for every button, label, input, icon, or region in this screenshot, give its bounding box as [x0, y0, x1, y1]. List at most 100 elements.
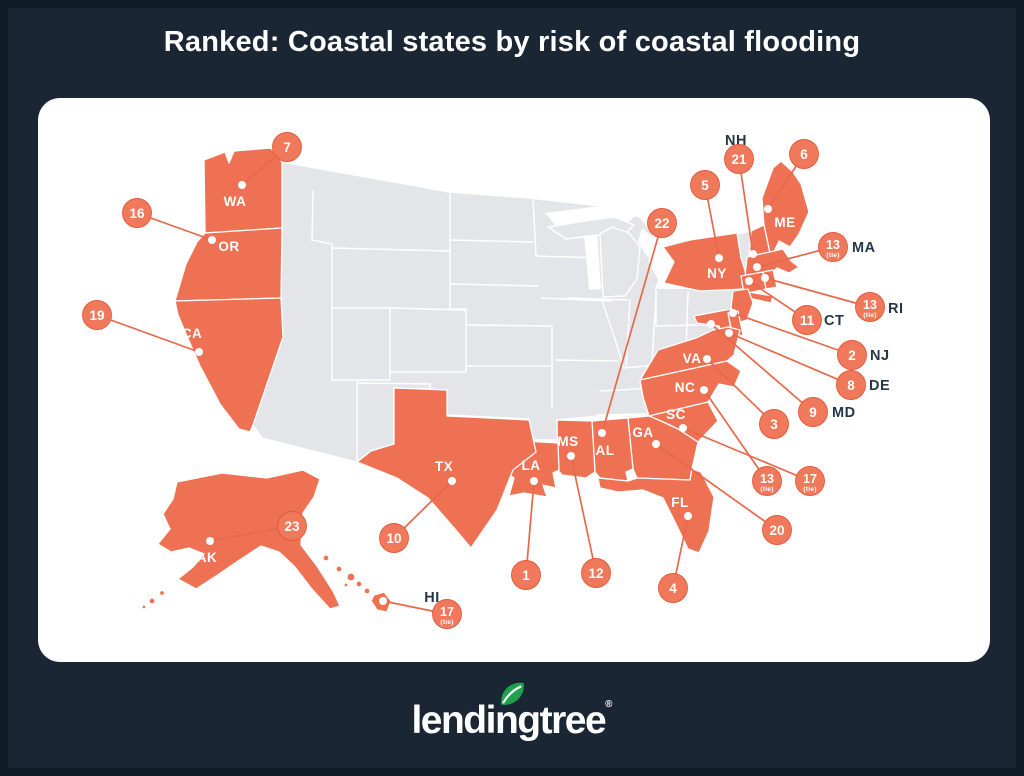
registered-mark: ® — [605, 699, 613, 710]
state-dot-ga — [652, 440, 660, 448]
leader-line-de — [728, 332, 852, 386]
svg-text:4: 4 — [669, 581, 677, 596]
state-dot-tx — [448, 477, 456, 485]
state-label-md: MD — [832, 405, 856, 421]
state-label-ri: RI — [888, 301, 904, 317]
rank-badge-nh: 21 — [724, 144, 754, 174]
lendingtree-logo: lendingtree® — [411, 682, 613, 742]
rank-badge-ak: 23 — [277, 511, 307, 541]
svg-text:5: 5 — [701, 178, 709, 193]
state-label-la: LA — [522, 458, 541, 473]
state-shape-tx — [356, 387, 537, 549]
state-dot-nj — [729, 309, 737, 317]
rank-badge-sc: 17(tie) — [795, 466, 825, 496]
state-shape-fl — [597, 468, 715, 554]
svg-text:9: 9 — [809, 405, 817, 420]
rank-badge-ri: 13(tie) — [855, 292, 885, 322]
svg-text:17: 17 — [803, 472, 817, 486]
state-dot-md — [707, 320, 715, 328]
state-shape-ms — [556, 419, 596, 479]
state-dot-hi — [379, 597, 387, 605]
svg-text:13: 13 — [863, 298, 877, 312]
state-shape-ca — [174, 297, 284, 433]
leader-line-va — [706, 358, 775, 425]
svg-text:20: 20 — [769, 523, 784, 538]
state-dot-wa — [238, 181, 246, 189]
lake-michigan — [584, 231, 601, 290]
ak-islet-1 — [148, 597, 156, 605]
rank-badge-ma: 13(tie) — [818, 232, 848, 262]
svg-text:17: 17 — [440, 605, 454, 619]
state-label-de: DE — [869, 378, 890, 394]
state-label-ms: MS — [557, 434, 578, 449]
state-label-me: ME — [774, 215, 795, 230]
lake-huron — [638, 228, 654, 258]
svg-text:16: 16 — [129, 206, 145, 221]
state-label-ga: GA — [632, 425, 653, 440]
state-dot-ny — [715, 254, 723, 262]
rank-badge-ca: 19 — [82, 300, 112, 330]
svg-text:2: 2 — [848, 348, 856, 363]
rank-badge-ga: 20 — [762, 515, 792, 545]
state-dot-al — [598, 429, 606, 437]
svg-text:(tie): (tie) — [440, 619, 453, 626]
ak-islet-3 — [141, 604, 147, 610]
svg-text:22: 22 — [654, 216, 669, 231]
rank-badge-tx: 10 — [379, 523, 409, 553]
state-dot-ri — [761, 274, 769, 282]
state-dot-ct — [745, 277, 753, 285]
state-dot-nc — [700, 386, 708, 394]
state-dot-va — [703, 355, 711, 363]
state-label-tx: TX — [435, 459, 453, 474]
svg-text:1: 1 — [522, 568, 530, 583]
state-dot-or — [208, 236, 216, 244]
rank-badge-or: 16 — [122, 198, 152, 228]
leader-line-md — [710, 323, 814, 413]
state-dot-sc — [679, 424, 687, 432]
leader-line-nj — [732, 312, 853, 356]
svg-text:12: 12 — [588, 566, 603, 581]
state-dot-ak — [206, 537, 214, 545]
rank-badge-nj: 2 — [837, 340, 867, 370]
leader-line-nh — [738, 158, 754, 255]
state-label-ak: AK — [197, 550, 218, 565]
leader-line-la — [525, 480, 535, 576]
footer: lendingtree® — [0, 682, 1024, 742]
state-label-sc: SC — [666, 407, 686, 422]
rank-badge-md: 9 — [798, 397, 828, 427]
rank-badge-hi: 17(tie) — [432, 599, 462, 629]
state-shape-ny — [662, 232, 748, 292]
svg-text:6: 6 — [800, 147, 808, 162]
state-label-fl: FL — [671, 495, 689, 510]
michigan-lower-peninsula — [599, 226, 641, 298]
svg-text:23: 23 — [284, 519, 300, 534]
rank-badge-ny: 5 — [690, 170, 720, 200]
svg-text:19: 19 — [89, 308, 104, 323]
rank-badge-ms: 12 — [581, 558, 611, 588]
state-dot-ma — [753, 263, 761, 271]
rank-badge-me: 6 — [789, 139, 819, 169]
svg-text:3: 3 — [770, 417, 778, 432]
state-shape-me — [761, 160, 810, 259]
leader-line-nc — [703, 389, 768, 482]
svg-text:(tie): (tie) — [863, 312, 876, 319]
svg-text:7: 7 — [283, 140, 291, 155]
state-dot-ca — [195, 348, 203, 356]
state-label-ma: MA — [852, 240, 876, 256]
rank-badge-va: 3 — [759, 409, 789, 439]
state-label-hi: HI — [424, 590, 440, 606]
state-dot-la — [530, 477, 538, 485]
map-annotations: LA NJ VA FL NY ME WA DE MD TX CT MS MA NC RI OR HI SC CA GA… — [82, 132, 904, 629]
state-dot-nh — [749, 250, 757, 258]
state-dot-de — [725, 329, 733, 337]
state-label-ny: NY — [707, 266, 727, 281]
logo-wordmark: lendingtree — [411, 699, 606, 742]
leader-line-ga — [655, 443, 778, 531]
rank-badge-nc: 13(tie) — [752, 466, 782, 496]
state-dot-fl — [684, 512, 692, 520]
rank-badge-la: 1 — [511, 560, 541, 590]
ak-islet-2 — [158, 589, 166, 597]
rank-badge-fl: 4 — [658, 573, 688, 603]
rank-badge-ct: 11 — [792, 305, 822, 335]
